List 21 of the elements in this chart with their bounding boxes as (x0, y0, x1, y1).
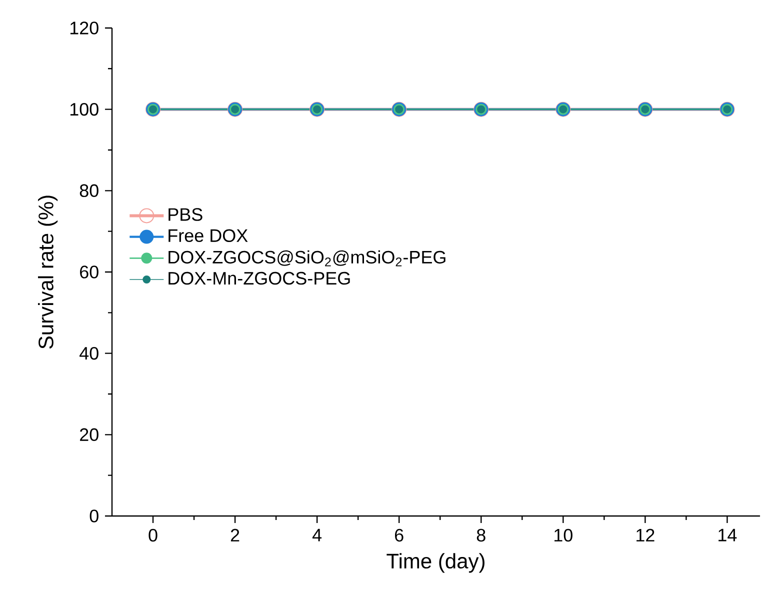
x-tick-label: 10 (554, 528, 572, 542)
x-tick-label: 8 (476, 528, 486, 542)
x-tick-label: 6 (395, 528, 404, 542)
legend-label: PBS (168, 208, 202, 221)
legend-label: DOX-ZGOCS@SiO$_{2}$@mSiO$_{2}$-PEG (168, 250, 446, 266)
x-tick-label: 14 (718, 528, 737, 542)
y-tick-label: 60 (80, 266, 98, 278)
x-tick-label: 2 (230, 528, 240, 542)
x-tick-label: 0 (148, 528, 158, 542)
y-tick-label: 120 (70, 22, 98, 34)
y-tick-label: 0 (90, 510, 98, 522)
x-tick-label: 4 (312, 528, 322, 542)
y-tick-label: 80 (80, 184, 98, 198)
y-tick-label: 20 (80, 428, 98, 442)
x-tick-label: 12 (636, 528, 654, 542)
y-tick-label: 40 (80, 346, 98, 360)
y-axis-title: Survival rate (%) (38, 196, 58, 349)
x-axis-title: Time (day) (386, 553, 484, 573)
legend-label: Free DOX (168, 229, 248, 242)
y-tick-label: 100 (70, 102, 98, 116)
legend-label: DOX-Mn-ZGOCS-PEG (168, 272, 350, 285)
